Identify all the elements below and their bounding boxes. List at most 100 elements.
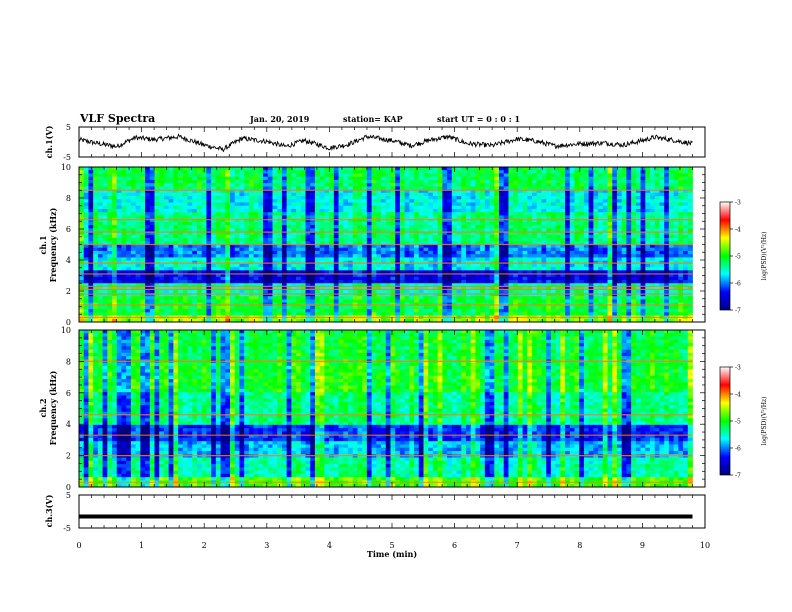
spectrogram-cell [484, 238, 490, 242]
spectrogram-cell [503, 202, 509, 207]
spectrogram-cell [126, 244, 132, 249]
spectrogram-cell [687, 231, 693, 236]
spectrogram-cell [607, 238, 613, 242]
spectrogram-cell [140, 179, 146, 184]
spectrogram-cell [159, 260, 165, 265]
spectrogram-cell [456, 276, 462, 281]
spectrogram-cell [626, 173, 632, 178]
spectrogram-cell [187, 228, 193, 232]
spectrogram-cell [296, 280, 302, 284]
spectrogram-cell [107, 199, 113, 203]
spectrogram-cell [159, 215, 165, 220]
spectrogram-cell [508, 257, 514, 262]
spectrogram-cell [248, 176, 255, 181]
spectrogram-cell [442, 170, 448, 174]
spectrogram-cell [555, 221, 561, 226]
spectrogram-cell [79, 208, 85, 213]
spectrogram-cell [371, 173, 377, 178]
spectrogram-cell [286, 270, 292, 274]
spectrogram-cell [626, 225, 632, 229]
spectrogram-cell [267, 202, 273, 207]
spectrogram-cell [333, 234, 339, 239]
spectrogram-cell [116, 186, 122, 191]
spectrogram-cell [659, 196, 665, 200]
spectrogram-cell [371, 228, 377, 232]
spectrogram-cell [602, 179, 608, 184]
spectrogram-cell [281, 179, 288, 184]
spectrogram-cell [97, 231, 103, 236]
spectrogram-cell [494, 189, 500, 194]
spectrogram-cell [503, 238, 509, 242]
spectrogram-cell [206, 257, 212, 262]
spectrogram-cell [635, 176, 641, 181]
spectrogram-cell [645, 267, 651, 271]
spectrogram-cell [211, 267, 217, 271]
spectrogram-cell [451, 283, 457, 287]
spectrogram-cell [527, 205, 533, 210]
spectrogram-cell [126, 267, 132, 271]
spectrogram-cell [248, 234, 255, 239]
spectrogram-cell [390, 170, 396, 174]
spectrogram-cell [338, 244, 344, 249]
spectrogram-cell [220, 260, 226, 265]
spectrogram-cell [319, 170, 325, 174]
spectrogram-cell [215, 244, 221, 249]
spectrogram-cell [305, 231, 311, 236]
spectrogram-cell [263, 212, 269, 216]
spectrogram-cell [314, 273, 321, 278]
spectrogram-cell [272, 192, 278, 197]
spectrogram-cell [664, 250, 670, 255]
spectrogram-cell [616, 192, 623, 197]
spectrogram-cell [201, 215, 207, 220]
spectrogram-cell [409, 257, 415, 262]
spectrogram-cell [683, 257, 689, 262]
spectrogram-cell [140, 225, 146, 229]
spectrogram-cell [253, 218, 259, 223]
spectrogram-cell [168, 231, 174, 236]
spectrogram-cell [244, 276, 250, 281]
spectrogram-cell [631, 167, 637, 171]
spectrogram-cell [588, 280, 594, 284]
spectrogram-cell [385, 215, 391, 220]
spectrogram-cell [300, 192, 306, 197]
spectrogram-cell [480, 257, 486, 262]
spectrogram-cell [300, 186, 306, 191]
spectrogram-cell [310, 283, 316, 287]
spectrogram-cell [626, 179, 632, 184]
spectrogram-cell [678, 176, 684, 181]
spectrogram-cell [414, 231, 420, 236]
spectrogram-cell [565, 183, 571, 187]
spectrogram-cell [196, 205, 203, 210]
spectrogram-cell [668, 170, 674, 174]
spectrogram-cell [418, 221, 424, 226]
spectrogram-cell [654, 270, 660, 274]
spectrogram-cell [145, 183, 151, 187]
spectrogram-cell [211, 276, 217, 281]
spectrogram-cell [645, 276, 651, 281]
spectrogram-cell [565, 228, 571, 232]
spectrogram-cell [196, 202, 203, 207]
spectrogram-cell [366, 192, 372, 197]
spectrogram-cell [371, 196, 377, 200]
spectrogram-cell [645, 170, 651, 174]
spectrogram-cell [112, 208, 118, 213]
spectrogram-cell [550, 263, 557, 268]
spectrogram-cell [163, 276, 170, 281]
spectrogram-cell [555, 183, 561, 187]
spectrogram-cell [149, 260, 155, 265]
spectrogram-cell [418, 228, 424, 232]
spectrogram-cell [451, 186, 457, 191]
spectrogram-cell [579, 241, 585, 245]
spectrogram-cell [206, 244, 212, 249]
spectrogram-cell [206, 234, 212, 239]
spectrogram-cell [475, 167, 481, 171]
spectrogram-cell [508, 192, 514, 197]
spectrogram-cell [362, 167, 368, 171]
spectrogram-cell [527, 202, 533, 207]
spectrogram-cell [546, 202, 552, 207]
spectrogram-cell [569, 215, 575, 220]
spectrogram-cell [286, 267, 292, 271]
spectrogram-cell [550, 250, 557, 255]
spectrogram-cell [220, 257, 226, 262]
spectrogram-cell [102, 186, 108, 191]
